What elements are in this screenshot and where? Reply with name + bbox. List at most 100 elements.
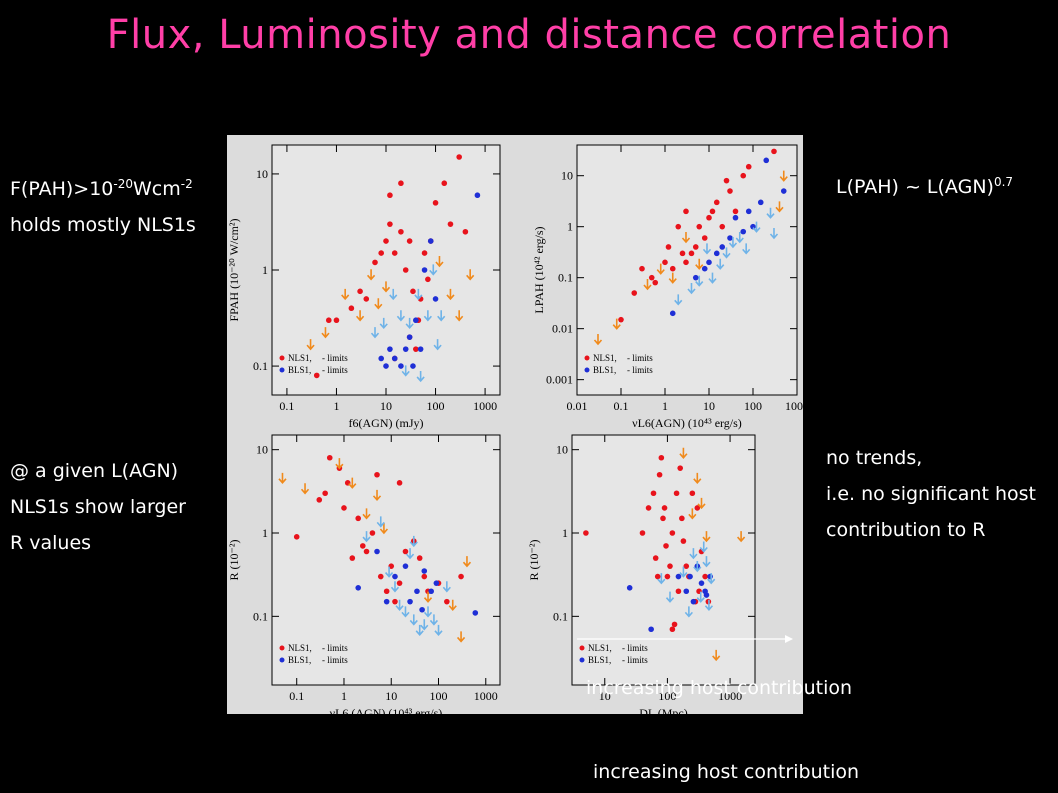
x-tick-label: 1000 — [473, 399, 497, 413]
data-point-nls1 — [701, 235, 708, 241]
upper-limit-arrow-nls1 — [455, 310, 464, 322]
legend-label: - limits — [627, 353, 653, 363]
data-point-nls1 — [313, 372, 320, 379]
upper-limit-arrow-bls1 — [707, 573, 716, 585]
data-point-bls1 — [391, 355, 398, 362]
legend-marker — [279, 367, 285, 373]
y-tick-label: 0.1 — [558, 271, 573, 285]
data-point-nls1 — [402, 267, 409, 273]
legend-marker — [279, 645, 285, 651]
data-point-bls1 — [706, 259, 712, 266]
x-tick-label: 0.1 — [614, 399, 629, 413]
slide-title: Flux, Luminosity and distance correlatio… — [106, 12, 952, 58]
data-point-bls1 — [378, 355, 384, 362]
data-point-bls1 — [413, 317, 419, 324]
upper-limit-arrow-bls1 — [722, 247, 731, 259]
upper-limit-arrow-nls1 — [335, 458, 344, 470]
legend-label: NLS1, — [593, 353, 617, 363]
data-point-nls1 — [719, 223, 726, 230]
upper-limit-arrow-nls1 — [593, 334, 603, 346]
upper-limit-arrow-nls1 — [341, 288, 350, 301]
data-point-bls1 — [474, 192, 481, 199]
upper-limit-arrow-nls1 — [355, 310, 365, 322]
data-point-bls1 — [719, 244, 726, 250]
upper-limit-arrow-bls1 — [434, 624, 443, 637]
upper-limit-arrow-bls1 — [405, 317, 414, 330]
data-point-nls1 — [398, 180, 404, 187]
x-tick-label: 1000 — [718, 689, 742, 703]
upper-limit-arrow-nls1 — [679, 447, 688, 459]
data-point-nls1 — [363, 296, 370, 302]
upper-limit-arrow-nls1 — [695, 258, 704, 270]
upper-limit-arrow-bls1 — [423, 606, 433, 618]
data-point-nls1 — [441, 180, 448, 187]
panel-p3: 0.1 1 10 100 1000 0.1 1 10 νL6 (AGN) (10⁴³ erg/s… — [227, 434, 501, 720]
data-point-nls1 — [462, 228, 469, 235]
x-tick-label: 10 — [703, 399, 715, 413]
x-tick-label: 1000 — [785, 399, 803, 413]
data-point-bls1 — [392, 573, 398, 580]
data-point-nls1 — [665, 244, 672, 250]
data-point-nls1 — [416, 555, 423, 561]
y-tick-label: 1 — [567, 220, 573, 234]
data-point-bls1 — [427, 238, 434, 244]
x-tick-label: 1 — [333, 399, 339, 413]
note-lpah-relation: L(PAH) ~ L(AGN)0.7 — [836, 164, 1013, 205]
data-point-nls1 — [618, 316, 624, 323]
data-point-nls1 — [652, 279, 659, 286]
data-point-nls1 — [447, 221, 454, 227]
data-point-bls1 — [398, 363, 404, 369]
data-point-bls1 — [683, 588, 690, 595]
upper-limit-arrow-nls1 — [379, 523, 389, 535]
data-point-nls1 — [396, 580, 403, 586]
y-tick-label: 1 — [262, 263, 268, 277]
data-point-nls1 — [689, 490, 696, 497]
legend-marker — [579, 657, 585, 663]
upper-limit-arrow-nls1 — [366, 269, 376, 281]
data-point-bls1 — [383, 598, 390, 605]
y-tick-label: 0.01 — [552, 322, 573, 336]
data-point-bls1 — [669, 310, 676, 317]
data-point-nls1 — [326, 454, 333, 461]
data-point-nls1 — [392, 598, 398, 605]
note-nls1-larger-r: @ a given L(AGN) NLS1s show larger R val… — [10, 453, 186, 561]
plot-frame — [271, 144, 501, 396]
upper-limit-arrow-nls1 — [466, 269, 475, 281]
data-point-nls1 — [679, 515, 685, 522]
upper-limit-arrow-bls1 — [362, 531, 371, 543]
data-point-nls1 — [316, 497, 323, 503]
note-no-trends-line1: no trends, — [826, 447, 923, 469]
figure-svg: 0.1 1 10 100 1000 0.1 1 10 f6(AGN) (mJy) FPAH (10… — [227, 144, 809, 720]
data-point-bls1 — [701, 265, 708, 272]
data-point-nls1 — [293, 534, 300, 540]
data-point-nls1 — [363, 548, 370, 555]
upper-limit-arrow-bls1 — [401, 606, 410, 618]
data-point-nls1 — [771, 148, 777, 155]
data-point-nls1 — [341, 505, 347, 511]
data-point-nls1 — [458, 573, 464, 580]
data-point-nls1 — [683, 563, 690, 569]
data-point-nls1 — [732, 208, 739, 215]
data-point-nls1 — [639, 265, 645, 272]
note-no-trends-line2: i.e. no significant host — [826, 483, 1036, 505]
upper-limit-arrow-bls1 — [696, 591, 705, 603]
note-nls1-line2: NLS1s show larger — [10, 496, 186, 518]
legend-marker — [279, 355, 285, 361]
data-point-bls1 — [402, 346, 409, 352]
legend-label: - limits — [322, 643, 348, 653]
x-axis-label: νL6 (AGN) (10⁴³ erg/s) — [330, 706, 443, 714]
y-axis-label: R (10⁻²) — [227, 540, 241, 581]
upper-limit-arrow-bls1 — [716, 258, 725, 270]
x-tick-label: 100 — [430, 689, 448, 703]
data-point-nls1 — [387, 192, 393, 199]
upper-limit-arrow-bls1 — [433, 339, 442, 351]
y-tick-label: 0.1 — [253, 359, 268, 373]
data-point-nls1 — [673, 490, 680, 497]
data-point-nls1 — [383, 238, 389, 244]
data-point-nls1 — [669, 626, 676, 633]
upper-limit-arrow-nls1 — [435, 256, 444, 268]
legend-label: NLS1, — [288, 643, 312, 653]
data-point-nls1 — [680, 538, 687, 544]
data-point-bls1 — [732, 214, 739, 221]
data-point-bls1 — [383, 363, 389, 369]
